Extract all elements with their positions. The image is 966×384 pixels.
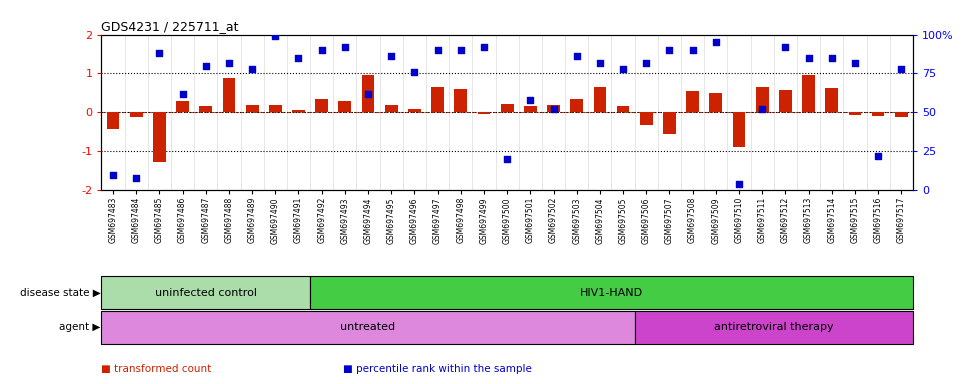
Point — [198, 63, 213, 69]
Point — [337, 44, 353, 50]
Bar — [101, 311, 635, 344]
Bar — [639, 113, 653, 125]
Point — [569, 53, 584, 60]
Bar — [547, 104, 560, 113]
Point — [685, 47, 700, 53]
Point — [291, 55, 306, 61]
Bar — [222, 78, 236, 113]
Bar — [315, 99, 328, 113]
Bar — [106, 113, 120, 129]
Bar — [500, 104, 514, 113]
Bar — [361, 75, 375, 113]
Point — [221, 60, 237, 66]
Point — [546, 106, 561, 112]
Point — [105, 171, 121, 177]
Bar — [593, 87, 607, 113]
Bar — [709, 93, 723, 113]
Text: untreated: untreated — [340, 322, 396, 333]
Point — [268, 33, 283, 39]
Point — [407, 69, 422, 75]
Point — [708, 39, 724, 45]
Point — [824, 55, 839, 61]
Point — [175, 91, 190, 97]
Bar — [338, 101, 352, 113]
Bar — [384, 104, 398, 113]
Bar — [292, 110, 305, 113]
Bar — [755, 87, 769, 113]
Bar — [477, 113, 491, 114]
Bar — [848, 113, 862, 115]
Text: antiretroviral therapy: antiretroviral therapy — [714, 322, 834, 333]
Point — [453, 47, 469, 53]
Point — [128, 175, 144, 181]
Bar — [310, 276, 913, 309]
Text: ■ transformed count: ■ transformed count — [101, 364, 212, 374]
Bar — [199, 106, 213, 113]
Point — [894, 66, 909, 72]
Bar — [663, 113, 676, 134]
Bar — [129, 113, 143, 117]
Bar — [825, 88, 838, 113]
Point — [847, 60, 863, 66]
Bar — [524, 106, 537, 113]
Text: GDS4231 / 225711_at: GDS4231 / 225711_at — [101, 20, 239, 33]
Point — [731, 181, 747, 187]
Text: HIV1-HAND: HIV1-HAND — [580, 288, 643, 298]
Bar — [269, 105, 282, 113]
Point — [801, 55, 816, 61]
Point — [244, 66, 260, 72]
Bar — [431, 87, 444, 113]
Point — [662, 47, 677, 53]
Bar — [616, 106, 630, 113]
Point — [778, 44, 793, 50]
Bar — [245, 104, 259, 113]
Bar — [153, 113, 166, 162]
Bar — [570, 99, 583, 113]
Bar — [101, 276, 310, 309]
Text: disease state ▶: disease state ▶ — [19, 288, 100, 298]
Bar — [895, 113, 908, 117]
Bar — [635, 311, 913, 344]
Bar — [871, 113, 885, 116]
Point — [870, 153, 886, 159]
Bar — [732, 113, 746, 147]
Text: agent ▶: agent ▶ — [59, 322, 100, 333]
Bar — [779, 90, 792, 113]
Text: uninfected control: uninfected control — [155, 288, 257, 298]
Point — [592, 60, 608, 66]
Point — [152, 50, 167, 56]
Point — [499, 156, 515, 162]
Bar — [408, 109, 421, 113]
Bar — [686, 91, 699, 113]
Point — [754, 106, 770, 112]
Point — [639, 60, 654, 66]
Point — [430, 47, 445, 53]
Bar — [454, 89, 468, 113]
Bar — [802, 75, 815, 113]
Point — [360, 91, 376, 97]
Bar — [176, 101, 189, 113]
Point — [523, 97, 538, 103]
Point — [476, 44, 492, 50]
Text: ■ percentile rank within the sample: ■ percentile rank within the sample — [343, 364, 532, 374]
Point — [314, 47, 329, 53]
Point — [615, 66, 631, 72]
Point — [384, 53, 399, 60]
